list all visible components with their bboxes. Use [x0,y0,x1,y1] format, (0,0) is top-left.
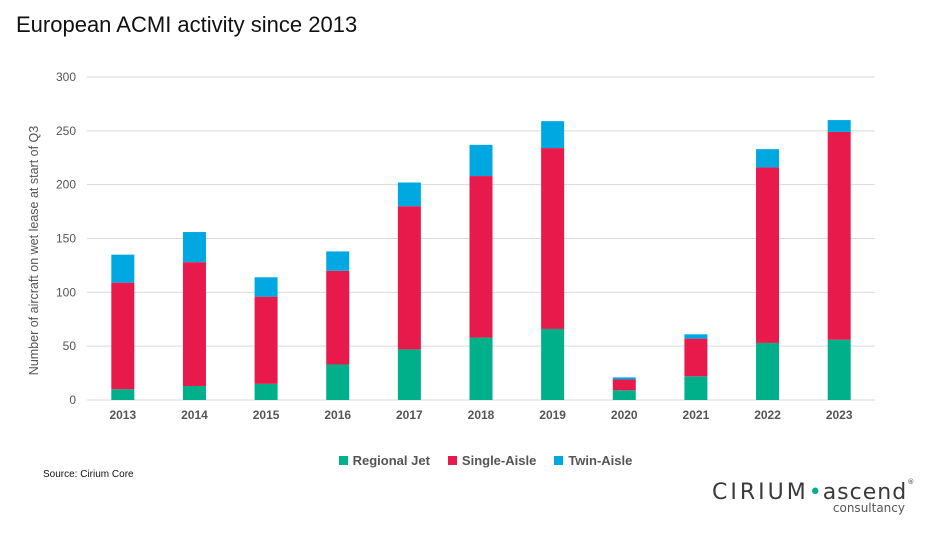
bar-single-aisle [684,338,708,377]
y-tick-label: 50 [63,339,77,353]
bar-single-aisle [326,270,350,365]
bar-single-aisle [111,282,135,390]
x-tick-label: 2022 [754,408,781,422]
x-tick-label: 2018 [468,408,495,422]
bar-single-aisle [756,167,780,343]
bar-regional-jet [612,390,636,400]
logo-wordmark: CIRIUM•ascend® [712,478,916,505]
bar-twin-aisle [756,149,780,168]
bar-single-aisle [254,296,278,384]
bar-regional-jet [469,337,493,400]
legend-item-regional-jet: Regional Jet [338,453,430,468]
bar-regional-jet [182,386,206,400]
legend-item-single-aisle: Single-Aisle [447,453,537,468]
x-tick-label: 2016 [324,408,351,422]
legend-swatch-single-aisle [447,456,457,465]
logo-subtitle: consultancy [832,501,905,515]
bar-twin-aisle [827,120,851,132]
bar-twin-aisle [612,377,636,380]
logo-dot: • [808,480,823,505]
bar-twin-aisle [541,121,565,149]
bar-twin-aisle [684,334,708,339]
y-tick-label: 0 [69,393,76,407]
bar-regional-jet [111,389,135,400]
bar-single-aisle [469,176,493,338]
bar-twin-aisle [182,232,206,263]
bar-single-aisle [182,262,206,387]
y-tick-label: 300 [56,70,76,84]
x-tick-label: 2014 [181,408,208,422]
logo-registered-mark: ® [907,478,916,486]
bar-twin-aisle [111,254,135,283]
y-tick-label: 250 [56,124,76,138]
bar-twin-aisle [397,182,421,207]
legend-label-regional-jet: Regional Jet [352,453,430,468]
x-tick-label: 2019 [539,408,566,422]
bar-regional-jet [684,376,708,400]
chart-title: European ACMI activity since 2013 [16,12,358,37]
bar-single-aisle [541,148,565,329]
x-tick-label: 2017 [396,408,423,422]
bar-regional-jet [756,342,780,400]
bar-single-aisle [827,131,851,340]
x-tick-label: 2020 [611,408,638,422]
chart-legend: Regional Jet Single-Aisle Twin-Aisle [0,453,951,468]
bar-single-aisle [397,206,421,350]
y-tick-label: 150 [56,232,76,246]
bar-regional-jet [541,328,565,400]
legend-label-twin-aisle: Twin-Aisle [568,453,633,468]
y-axis-label: Number of aircraft on wet lease at start… [27,126,41,375]
legend-label-single-aisle: Single-Aisle [461,453,537,468]
legend-item-twin-aisle: Twin-Aisle [554,453,632,468]
x-tick-label: 2023 [826,408,853,422]
bar-regional-jet [397,349,421,400]
bar-twin-aisle [469,144,493,177]
y-tick-label: 200 [56,178,76,192]
bar-regional-jet [326,364,350,400]
bar-regional-jet [254,383,278,400]
x-tick-label: 2021 [683,408,710,422]
bar-regional-jet [827,339,851,400]
logo-brand: CIRIUM [712,480,809,505]
bar-twin-aisle [254,277,278,297]
legend-swatch-regional-jet [338,456,348,465]
cirium-ascend-logo: CIRIUM•ascend® consultancy [712,478,917,520]
bar-single-aisle [612,379,636,391]
legend-swatch-twin-aisle [554,456,564,465]
x-tick-label: 2015 [253,408,280,422]
bar-twin-aisle [326,251,350,271]
logo-product: ascend [822,480,908,505]
y-tick-label: 100 [56,285,76,299]
source-note: Source: Cirium Core [43,469,134,480]
x-tick-label: 2013 [109,408,136,422]
